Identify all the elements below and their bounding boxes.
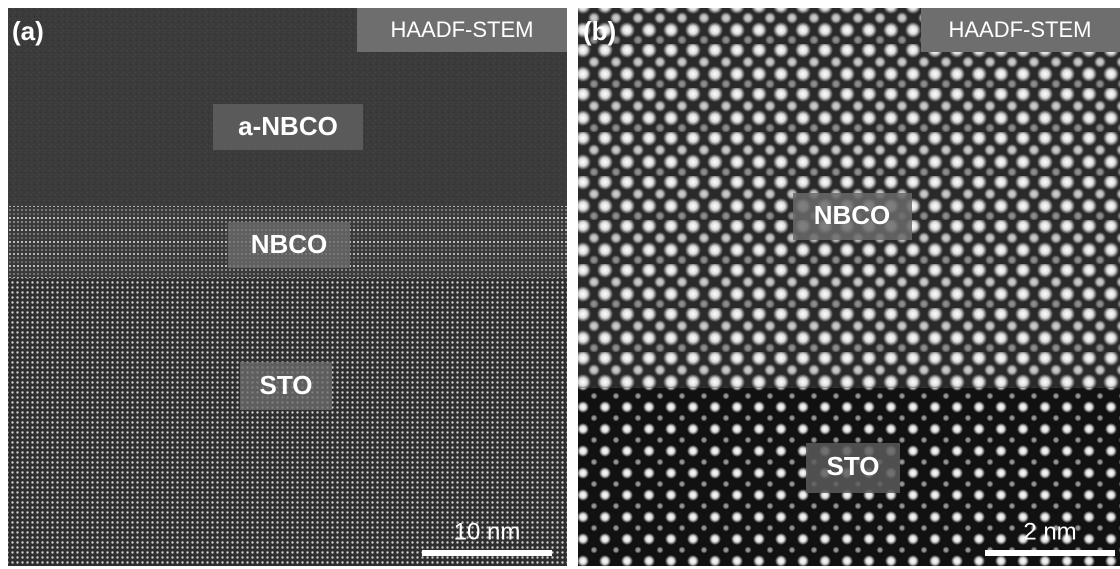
scale-bar [422,550,552,556]
badge: HAADF-STEM [391,17,534,42]
region-label: STO [827,451,880,481]
panel-a: (a) HAADF-STEM a-NBCO NBCO STO 10 nm [8,8,567,566]
region-bg [213,104,363,150]
region-label: NBCO [251,229,328,259]
region-bg [228,222,350,268]
panel-b: (b) HAADF-STEM NBCO STO 2 nm [578,8,1120,566]
scale-bar [985,550,1115,556]
region-bg [240,362,332,410]
region-bg [806,443,900,493]
badge-bg [357,8,567,52]
region-label: a-NBCO [238,111,338,141]
badge-bg [921,8,1120,52]
panel-label: (a) [12,16,44,46]
region-label: NBCO [814,200,891,230]
badge: HAADF-STEM [949,17,1092,42]
scale-label: 2 nm [1023,518,1076,545]
scale-label: 10 nm [454,518,521,545]
panel-label: (b) [583,16,616,46]
region-label: STO [260,370,313,400]
region-bg [793,193,912,240]
sto-substrate [8,278,567,566]
